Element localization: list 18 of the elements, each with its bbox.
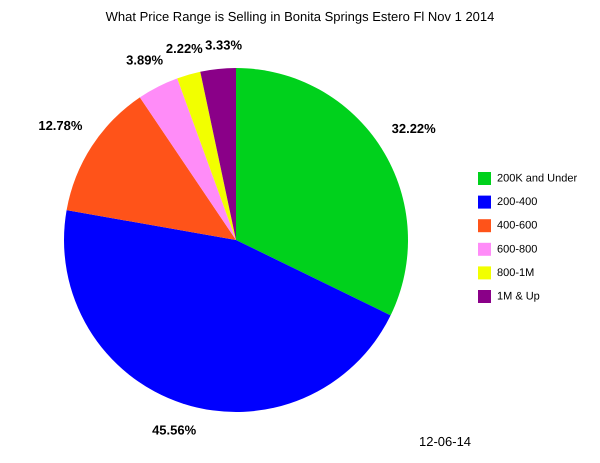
data-label: 3.33%: [205, 38, 242, 53]
data-label: 45.56%: [152, 422, 197, 438]
legend-label: 400-600: [497, 220, 538, 232]
data-label: 12.78%: [38, 118, 83, 133]
pie-slice: [200, 68, 236, 240]
data-label: 32.22%: [392, 120, 436, 136]
legend-label: 200-400: [497, 196, 538, 208]
pie-slice: [64, 210, 391, 412]
pie-slice: [140, 78, 236, 240]
text: 12-06-14: [418, 434, 472, 449]
legend-label: 600-800: [497, 243, 538, 256]
pie-slice: [177, 72, 236, 240]
legend-label: 800-1M: [497, 266, 534, 279]
data-label: 2.22%: [166, 41, 204, 56]
chart-title: What Price Range is Selling in Bonita Springs Estero Fl Nov 1 2014: [106, 9, 494, 24]
data-label: 3.89%: [126, 52, 164, 68]
legend-label: 1M & Up: [497, 290, 540, 302]
legend-label: 200K and Under: [497, 172, 578, 184]
